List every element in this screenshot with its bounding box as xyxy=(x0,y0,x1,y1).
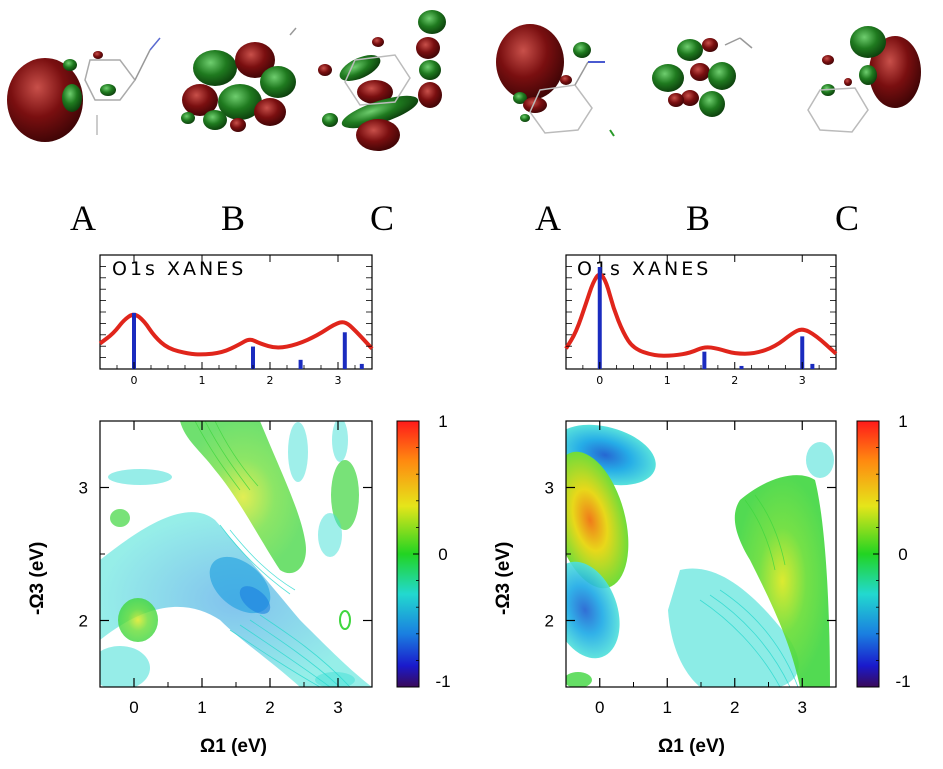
orbital-label-right-a: A xyxy=(535,198,561,238)
map-xtick-label-right-0: 0 xyxy=(595,698,604,717)
spectrum-title-right: O1s XANES xyxy=(577,258,711,280)
xanes-spectrum-left: O1s XANES 0 1 2 3 xyxy=(98,254,374,387)
spectrum-xtick-label-left-0: 0 xyxy=(131,374,138,387)
map-xtick-label-right-2: 2 xyxy=(730,698,739,717)
orbital-label-left-b: B xyxy=(221,198,245,238)
orbital-image-3 xyxy=(318,10,446,151)
spectrum-xtick-label-right-1: 1 xyxy=(664,374,671,387)
colorbar-tick-label-left-2: -1 xyxy=(435,672,450,691)
spectrum-xtick-label-left-1: 1 xyxy=(199,374,206,387)
orbital-image-2 xyxy=(181,27,297,132)
orbital-image-1 xyxy=(7,37,161,142)
orbital-label-right-c: C xyxy=(835,198,859,238)
orbital-label-right-b: B xyxy=(686,198,710,238)
y-axis-label-right: -Ω3 (eV) xyxy=(493,542,514,615)
orbital-image-6 xyxy=(807,26,921,133)
map-ytick-label-left-1: 3 xyxy=(79,479,88,498)
2d-spectrum-right: 0 1 2 3 2 3 Ω1 (eV) -Ω3 (eV) xyxy=(493,420,837,757)
xanes-curve-right xyxy=(564,272,838,358)
colorbar-left: 1 0 -1 xyxy=(396,412,451,691)
map-xtick-label-left-3: 3 xyxy=(333,698,342,717)
y-axis-label-left: -Ω3 (eV) xyxy=(27,542,48,615)
spectrum-title-left: O1s XANES xyxy=(112,258,246,280)
colorbar-tick-label-left-1: 0 xyxy=(438,545,447,564)
spectrum-xtick-label-left-3: 3 xyxy=(335,374,342,387)
orbital-image-4 xyxy=(496,24,615,137)
colorbar-tick-label-right-2: -1 xyxy=(895,672,910,691)
colorbar-right: 1 0 -1 xyxy=(856,412,911,691)
xanes-spectrum-right: O1s XANES 0 1 2 3 xyxy=(564,254,838,387)
map-xtick-label-left-0: 0 xyxy=(129,698,138,717)
map-xtick-label-right-3: 3 xyxy=(798,698,807,717)
colorbar-tick-label-left-0: 1 xyxy=(438,412,447,431)
spectrum-xtick-label-right-2: 2 xyxy=(731,374,738,387)
x-axis-label-left: Ω1 (eV) xyxy=(200,736,267,757)
colorbar-tick-label-right-0: 1 xyxy=(898,412,907,431)
contour-field-left xyxy=(100,421,372,687)
map-ytick-label-left-0: 2 xyxy=(79,612,88,631)
map-xtick-label-left-2: 2 xyxy=(265,698,274,717)
orbital-label-left-a: A xyxy=(70,198,96,238)
spectrum-xtick-label-right-0: 0 xyxy=(596,374,603,387)
map-xtick-label-left-1: 1 xyxy=(197,698,206,717)
2d-spectrum-left: 0 1 2 3 2 3 Ω1 (eV) -Ω3 (eV) xyxy=(27,420,373,757)
colorbar-tick-label-right-1: 0 xyxy=(898,545,907,564)
map-xtick-label-right-1: 1 xyxy=(663,698,672,717)
orbital-label-left-c: C xyxy=(370,198,394,238)
x-axis-label-right: Ω1 (eV) xyxy=(658,736,725,757)
xanes-curve-left xyxy=(98,312,374,357)
map-ytick-label-right-0: 2 xyxy=(545,612,554,631)
map-ytick-label-right-1: 3 xyxy=(545,479,554,498)
orbital-image-5 xyxy=(652,37,753,117)
spectrum-xtick-label-right-3: 3 xyxy=(799,374,806,387)
contour-field-right xyxy=(566,424,834,687)
spectrum-xtick-label-left-2: 2 xyxy=(267,374,274,387)
